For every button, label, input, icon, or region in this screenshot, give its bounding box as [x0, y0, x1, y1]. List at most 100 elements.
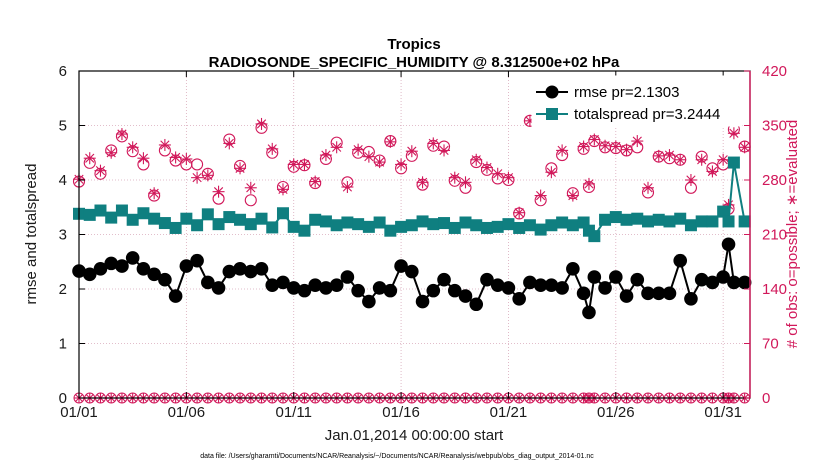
rmse-point	[490, 278, 505, 292]
totalspread-point	[738, 215, 751, 228]
totalspread-point	[83, 208, 96, 221]
chart-subtitle: RADIOSONDE_SPECIFIC_HUMIDITY @ 8.312500e…	[209, 54, 620, 71]
totalspread-point	[276, 207, 289, 220]
y2-tick-label: 280	[762, 172, 787, 189]
totalspread-point	[148, 212, 161, 225]
rmse-point	[82, 267, 97, 282]
obs-evaluated-point	[674, 153, 687, 166]
rmse-point	[276, 275, 290, 290]
obs-evaluated-point	[588, 133, 601, 146]
obs-evaluated-point	[652, 149, 665, 162]
obs-possible-point	[244, 194, 257, 207]
obs-evaluated-point	[234, 162, 247, 175]
obs-evaluated-point	[566, 189, 579, 202]
y-tick-label: 3	[59, 227, 67, 244]
totalspread-point	[115, 204, 128, 217]
totalspread-point	[362, 220, 375, 233]
totalspread-point	[609, 211, 622, 224]
rmse-point	[582, 305, 596, 320]
obs-evaluated-point	[727, 127, 740, 140]
obs-evaluated-point	[309, 175, 322, 188]
obs-evaluated-point	[115, 128, 128, 141]
obs-evaluated-point	[158, 138, 171, 151]
y-axis-label: rmse and totalspread	[23, 164, 40, 305]
rmse-point	[286, 281, 301, 295]
rmse-point	[694, 272, 709, 287]
rmse-point	[630, 272, 645, 287]
obs-evaluated-point	[330, 141, 343, 154]
x-tick-label: 01/16	[382, 404, 420, 421]
obs-evaluated-point	[416, 176, 429, 189]
rmse-point	[737, 275, 752, 290]
rmse-point	[566, 262, 580, 276]
rmse-point	[501, 281, 516, 295]
y2-axis-label: # of obs: o=possible; ∗=evaluated	[784, 120, 801, 349]
rmse-point	[684, 292, 698, 306]
obs-evaluated-point	[738, 141, 751, 154]
y2-tick-label: 210	[762, 227, 787, 244]
totalspread-point	[212, 218, 225, 231]
legend-totalspread-label: totalspread pr=3.2444	[574, 106, 720, 123]
rmse-point	[587, 270, 602, 284]
rmse-point	[308, 278, 322, 292]
rmse-point	[222, 264, 237, 279]
obs-evaluated-point	[695, 153, 708, 166]
obs-evaluated-point	[362, 150, 375, 163]
totalspread-point	[266, 221, 279, 234]
totalspread-point	[588, 230, 601, 243]
obs-evaluated-point	[266, 142, 279, 155]
y-tick-label: 0	[59, 390, 67, 407]
obs-possible-point	[191, 158, 204, 171]
obs-evaluated-point	[373, 156, 386, 169]
obs-counts-layer	[72, 114, 751, 404]
rmse-point	[727, 275, 741, 290]
obs-evaluated-point	[105, 146, 118, 159]
rmse-point	[662, 286, 677, 301]
obs-evaluated-point	[94, 164, 107, 177]
rmse-point	[651, 286, 666, 301]
rmse-point	[136, 262, 151, 276]
rmse-point	[394, 259, 408, 273]
totalspread-point	[523, 219, 536, 232]
obs-evaluated-point	[384, 135, 397, 148]
rmse-point	[555, 281, 569, 295]
totalspread-point	[502, 218, 515, 231]
y2-tick-label: 140	[762, 281, 787, 298]
totalspread-point	[158, 217, 171, 230]
rmse-point	[319, 281, 333, 295]
obs-evaluated-point	[405, 145, 418, 158]
obs-evaluated-point	[684, 174, 697, 186]
data-file-footnote: data file: /Users/gharamti/Documents/NCA…	[200, 453, 594, 460]
totalspread-point	[373, 216, 386, 229]
obs-evaluated-point	[201, 169, 214, 182]
totalspread-point	[255, 212, 268, 225]
rmse-point	[458, 289, 473, 303]
obs-evaluated-point	[470, 153, 483, 166]
obs-evaluated-point	[491, 167, 504, 180]
rmse-point	[329, 278, 344, 292]
obs-evaluated-point	[534, 189, 547, 202]
totalspread-point	[620, 213, 633, 226]
y2-tick-label: 350	[762, 118, 787, 135]
totalspread-point	[631, 212, 644, 225]
rmse-point	[158, 272, 172, 287]
rmse-point	[93, 262, 108, 276]
obs-evaluated-point	[577, 140, 590, 153]
rmse-point	[372, 281, 387, 295]
rmse-point	[673, 253, 688, 268]
totalspread-point	[180, 212, 193, 225]
obs-evaluated-point	[582, 177, 595, 190]
rmse-point	[576, 286, 591, 301]
totalspread-point	[727, 156, 740, 169]
obs-evaluated-point	[448, 171, 461, 184]
axes: 0 1 2 3 4 5 6 0 70 140 210 280 350 420 01/01 01/06 01/11…	[59, 63, 787, 421]
totalspread-point	[416, 215, 429, 228]
rmse-point	[512, 292, 526, 306]
x-tick-label: 01/21	[490, 404, 528, 421]
rmse-point	[362, 294, 376, 309]
x-tick-label: 01/11	[276, 404, 312, 421]
totalspread-point	[438, 217, 451, 230]
rmse-point	[619, 289, 634, 303]
totalspread-point	[470, 219, 483, 232]
rmse-point	[115, 259, 129, 273]
